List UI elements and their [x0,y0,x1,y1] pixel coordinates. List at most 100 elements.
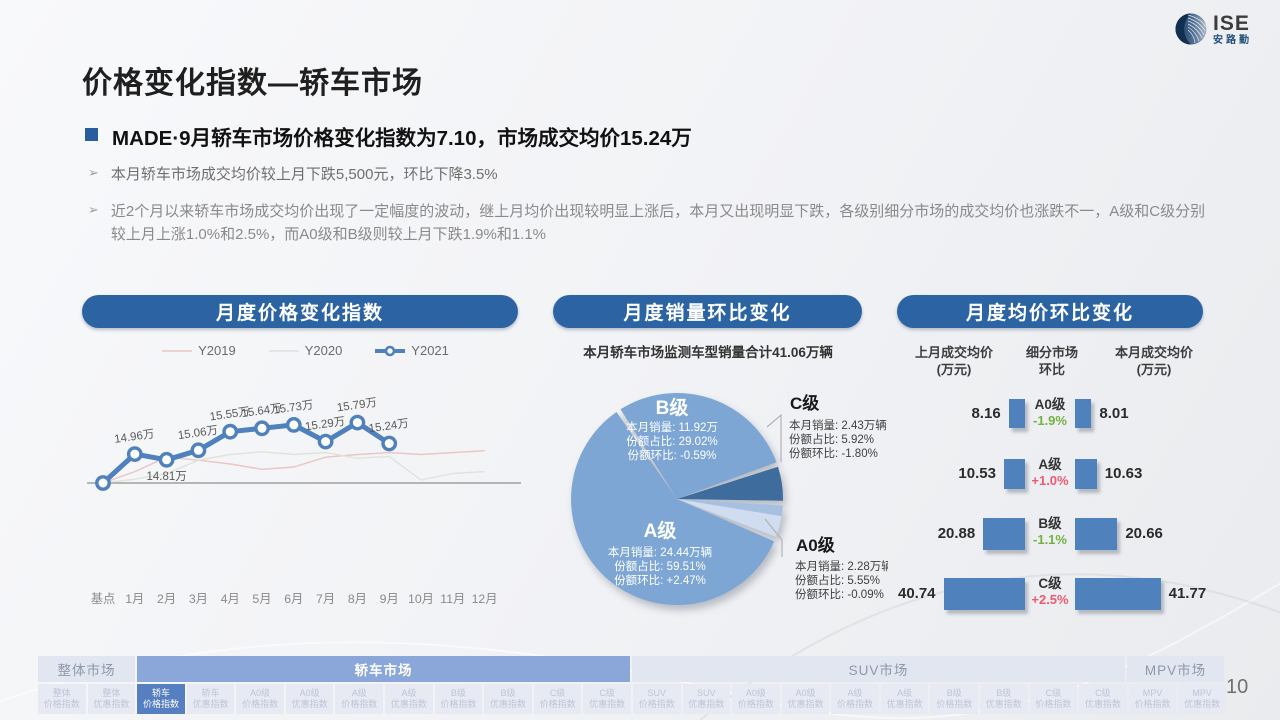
pie-callout-row: 份额环比: -1.80% [789,447,878,460]
data-label: 14.96万 [114,428,156,445]
x-tick-label: 3月 [189,592,208,606]
pie-label-A级: A级 [644,519,677,542]
arrow-bullet-icon: ➢ [88,165,99,180]
segment-label-C级: C级 +2.5% [1023,576,1077,608]
x-tick-label: 12月 [472,592,498,606]
pie-callout-row: 本月销量: 2.28万辆 [795,559,888,573]
nav-tab-C级-价格指数[interactable]: C级 价格指数 [533,684,582,714]
legend-label: Y2020 [304,343,343,358]
nav-tab-轿车-价格指数[interactable]: 轿车 价格指数 [137,684,185,714]
legend-marker [268,349,299,352]
nav-tab-整体-价格指数[interactable]: 整体 价格指数 [38,684,86,714]
nav-tab-A0级-优惠指数[interactable]: A0级 优惠指数 [285,684,334,714]
page-title: 价格变化指数—轿车市场 [82,67,423,100]
bullet-1: ➢ 本月轿车市场成交均价较上月下跌5,500元，环比下降3.5% [88,163,498,184]
series-Y2020 [102,451,485,484]
nav-tab-C级-优惠指数[interactable]: C级 优惠指数 [583,684,631,714]
nav-tab-A0级-优惠指数[interactable]: A0级 优惠指数 [781,684,830,714]
nav-tab-line1: 整体 [102,687,121,698]
segment-mom-change: +1.0% [1031,473,1069,489]
nav-tab-A0级-价格指数[interactable]: A0级 价格指数 [732,684,780,714]
nav-tab-B级-价格指数[interactable]: B级 价格指数 [930,684,978,714]
x-tick-label: 6月 [284,592,303,606]
nav-tab-line2: 价格指数 [737,699,774,709]
legend-marker [375,345,406,356]
nav-tab-C级-优惠指数[interactable]: C级 优惠指数 [1079,684,1127,714]
pie-callout-C级: C级 [790,393,819,413]
nav-tab-SUV-价格指数[interactable]: SUV 价格指数 [632,684,681,714]
series-Y2021 [100,420,392,486]
x-tick-label: 10月 [408,592,434,606]
data-point [190,442,207,459]
pie-callout-row: 份额占比: 5.92% [789,432,874,446]
nav-group-MPV市场[interactable]: MPV市场 [1127,656,1224,682]
data-point [254,420,270,437]
nav-group-轿车市场[interactable]: 轿车市场 [137,656,630,682]
nav-tab-轿车-优惠指数[interactable]: 轿车 优惠指数 [186,684,235,714]
nav-tab-line2: 价格指数 [440,699,477,709]
legend-item-Y2019: Y2019 [161,343,236,358]
callout-line [764,518,783,557]
pie-chart: B级 本月销量: 11.92万 份额占比: 29.02% 份额环比: -0.59% C级… [553,378,893,628]
nav-group-SUV市场[interactable]: SUV市场 [632,656,1125,682]
nav-tab-line1: A级 [351,687,367,698]
nav-tab-line1: 轿车 [151,687,170,698]
nav-tab-line1: B级 [946,687,962,698]
pie-slice-B级 [620,392,777,499]
pie-label-row: 份额占比: 29.02% [626,434,717,448]
segment-label-A级: A级 +1.0% [1023,457,1077,489]
data-label: 15.64万 [241,403,283,420]
data-label: 15.79万 [336,397,378,414]
x-tick-label: 2月 [157,592,176,606]
curr-bar-C级 [1075,578,1161,610]
segment-mom-change: -1.9% [1033,413,1067,429]
bullet-2-text: 近2个月以来轿车市场成交均价出现了一定幅度的波动，继上月均价出现较明显上涨后，本… [110,203,1206,244]
nav-tab-A级-价格指数[interactable]: A级 价格指数 [335,684,384,714]
nav-tab-MPV-价格指数[interactable]: MPV 价格指数 [1128,684,1177,714]
nav-tab-line1: SUV [697,687,716,698]
nav-tab-line2: 价格指数 [936,699,973,709]
nav-tab-A级-优惠指数[interactable]: A级 优惠指数 [385,684,433,714]
x-tick-label: 8月 [348,592,367,606]
pie-label-row: 份额占比: 59.51% [614,559,705,573]
nav-tab-B级-优惠指数[interactable]: B级 优惠指数 [484,684,532,714]
bottom-nav: 整体市场 轿车市场 SUV市场 MPV市场 整体 价格指数 整体 优惠指数 轿车 价格指数 轿车优… [38,656,1226,714]
pie-slices [571,392,784,606]
nav-tab-line2: 优惠指数 [1084,699,1121,709]
nav-tab-SUV-优惠指数[interactable]: SUV 优惠指数 [682,684,731,714]
nav-tab-MPV-优惠指数[interactable]: MPV 优惠指数 [1178,684,1226,714]
pie-callout-A0级: A0级 [796,535,835,555]
nav-tab-line1: A级 [847,687,863,698]
column-header: 本月成交均价 (万元) [1114,345,1193,377]
legend-item-Y2021: Y2021 [374,343,449,358]
logo-subtext: 安路勤 [1213,34,1252,46]
nav-tab-B级-优惠指数[interactable]: B级 优惠指数 [979,684,1028,714]
section-header-sales-share: 月度销量环比变化 [553,295,862,328]
segment-label-A0级: A0级 -1.9% [1023,397,1077,429]
legend-item-Y2020: Y2020 [268,343,343,358]
nav-tab-A级-价格指数[interactable]: A级 价格指数 [831,684,879,714]
nav-tab-line2: 优惠指数 [985,699,1022,709]
x-tick-label: 4月 [221,592,240,606]
nav-tab-C级-价格指数[interactable]: C级 价格指数 [1029,684,1078,714]
prev-value-A级: 10.53 [958,465,996,482]
arrow-bullet-icon: ➢ [88,202,99,217]
data-label: 15.73万 [273,399,315,416]
pie-callout-row: 份额占比: 5.55% [795,573,880,587]
nav-group-整体市场[interactable]: 整体市场 [38,656,135,682]
nav-tab-A0级-价格指数[interactable]: A0级 价格指数 [236,684,284,714]
pie-callout-row: 份额环比: -0.09% [795,588,884,601]
nav-tab-line1: A级 [401,687,417,698]
curr-value-C级: 41.77 [1168,585,1207,602]
nav-tab-line1: B级 [500,687,516,698]
data-point [158,451,175,468]
nav-tab-整体-优惠指数[interactable]: 整体 优惠指数 [87,684,136,714]
legend-label: Y2019 [198,343,236,358]
nav-tab-B级-价格指数[interactable]: B级 价格指数 [434,684,483,714]
callout-line [766,413,782,462]
nav-tab-line1: C级 [549,687,566,698]
headline-text: MADE·9月轿车市场价格变化指数为7.10，市场成交均价15.24万 [112,127,692,150]
data-point [381,435,398,452]
nav-tab-A级-优惠指数[interactable]: A级 优惠指数 [880,684,929,714]
x-tick-label: 9月 [380,592,399,606]
